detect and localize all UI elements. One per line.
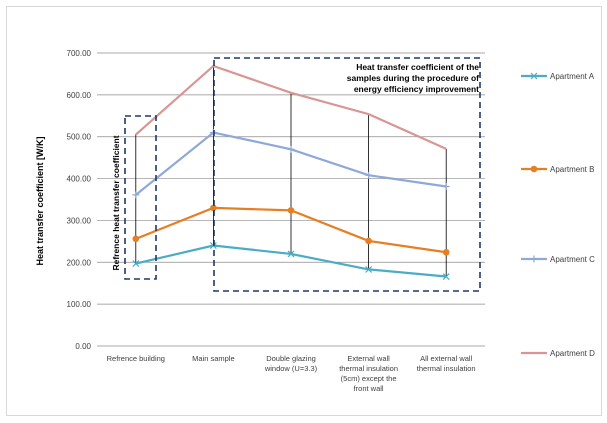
x-category-label: Refrence building: [107, 354, 165, 363]
x-category-label: thermal insulation: [339, 364, 398, 373]
improvement-box-label: energy efficiency improvement: [354, 84, 479, 94]
legend-label: Apartment B: [550, 165, 594, 174]
improvement-box-label: samples during the procedure of: [347, 73, 479, 83]
point-marker: [365, 265, 373, 273]
legend-item: Apartment B: [521, 165, 594, 174]
x-category-label: thermal insulation: [417, 364, 476, 373]
point-marker: [530, 165, 538, 173]
y-axis-label: Heat transfer coefficient [W/K]: [35, 136, 45, 265]
point-marker: [365, 237, 372, 245]
improvement-box-label: Heat transfer coefficient of the: [356, 62, 479, 72]
x-category-label: External wall: [347, 354, 390, 363]
reference-dashed-box: [124, 115, 157, 280]
y-tick-label: 0.00: [75, 342, 91, 351]
point-marker: [287, 207, 295, 214]
series-lines: [132, 64, 450, 280]
point-marker: [210, 204, 217, 212]
line-chart: 0.00 100.00 200.00 300.00 400.00 500.00 600.00…: [35, 49, 595, 393]
point-marker: [132, 260, 140, 267]
series-apartment-b: [132, 204, 450, 256]
improvement-dashed-box: [213, 57, 481, 292]
y-tick-label: 500.00: [67, 133, 92, 142]
legend-item: Apartment A: [521, 72, 595, 81]
legend-label: Apartment D: [550, 349, 595, 358]
x-category-label: window (U=3.3): [264, 364, 318, 373]
x-category-label: All external wall: [420, 354, 472, 363]
legend-item: Apartment C: [521, 255, 595, 264]
point-marker: [442, 248, 450, 256]
y-tick-labels: 0.00 100.00 200.00 300.00 400.00 500.00 600.00…: [67, 49, 92, 351]
legend-item: Apartment D: [521, 349, 595, 358]
point-marker: [132, 235, 140, 243]
x-category-labels: Refrence building Main sample Double glazi…: [107, 354, 476, 393]
y-tick-label: 400.00: [67, 175, 92, 184]
annotation-boxes: Refrence heat transfer coefficient Heat t…: [111, 57, 481, 292]
y-tick-label: 600.00: [67, 91, 92, 100]
series-apartment-d: [135, 64, 447, 150]
series-line: [135, 64, 447, 150]
x-category-label: Main sample: [192, 354, 235, 363]
x-category-label: Double glazing: [266, 354, 316, 363]
reference-box-label: Refrence heat transfer coefficient: [111, 135, 121, 270]
chart-frame: 0.00 100.00 200.00 300.00 400.00 500.00 600.00…: [6, 6, 602, 416]
y-tick-label: 300.00: [67, 216, 92, 225]
y-tick-label: 200.00: [67, 258, 92, 267]
point-marker: [530, 72, 538, 80]
y-tick-label: 100.00: [67, 300, 92, 309]
x-category-label: front wall: [354, 384, 384, 393]
legend-label: Apartment A: [550, 72, 595, 81]
point-marker: [287, 250, 295, 258]
point-marker: [442, 273, 450, 280]
legend: Apartment A Apartment B Apartment C Apartme…: [521, 72, 595, 358]
y-tick-label: 700.00: [67, 49, 92, 58]
x-category-label: (5cm) except the: [341, 374, 397, 383]
legend-label: Apartment C: [550, 255, 595, 264]
